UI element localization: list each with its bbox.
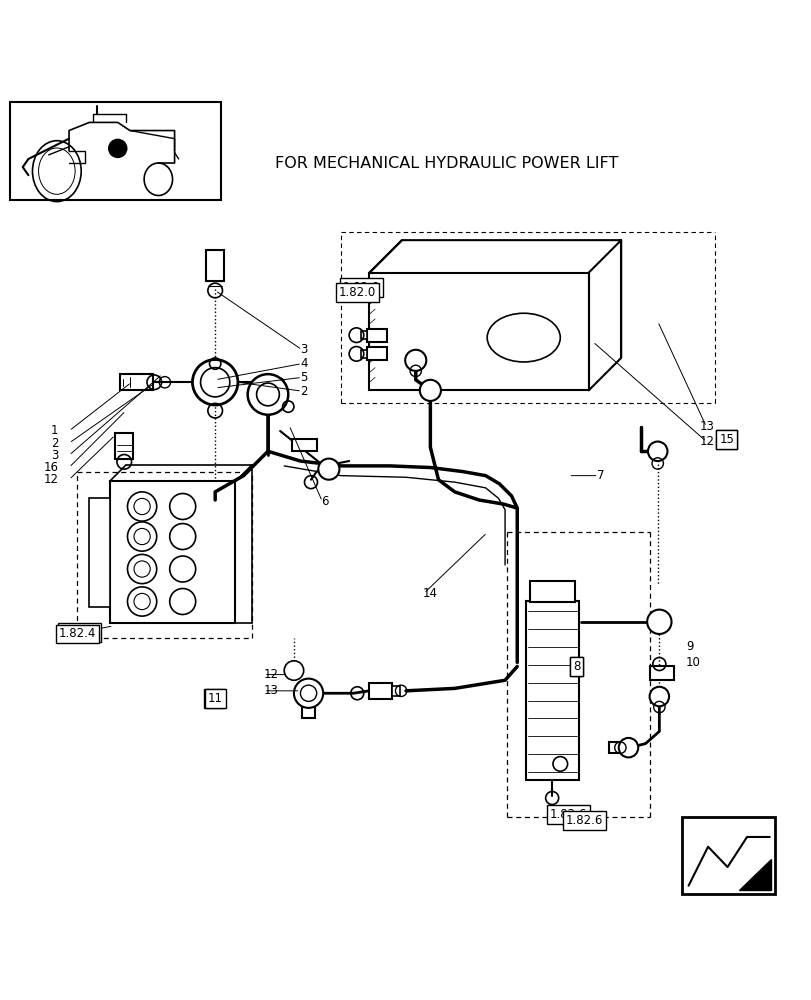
Text: 10: 10 (685, 656, 700, 669)
Bar (681, 817, 775, 894)
Bar (89, 498, 109, 607)
Text: 11: 11 (207, 692, 221, 705)
Text: 13: 13 (699, 420, 714, 433)
Circle shape (405, 350, 426, 371)
Bar (608, 742, 629, 753)
Bar (109, 481, 235, 623)
Bar (360, 350, 367, 358)
Text: 12: 12 (264, 668, 278, 681)
Text: 14: 14 (422, 587, 436, 600)
Text: 1.82.0: 1.82.0 (342, 281, 380, 294)
Bar (10, 102, 221, 200)
Text: 7: 7 (596, 469, 603, 482)
Text: 2: 2 (51, 437, 58, 450)
Text: 3: 3 (300, 343, 307, 356)
Bar (649, 666, 673, 680)
Text: 4: 4 (300, 357, 307, 370)
Circle shape (192, 360, 238, 405)
Text: 1.82.0: 1.82.0 (338, 286, 375, 299)
Bar (120, 374, 152, 390)
Bar (115, 433, 133, 459)
Text: 15: 15 (719, 433, 733, 446)
Circle shape (294, 679, 323, 708)
Circle shape (318, 459, 339, 480)
Text: 2: 2 (300, 385, 307, 398)
Circle shape (419, 380, 440, 401)
Circle shape (646, 610, 671, 634)
Text: 16: 16 (44, 461, 58, 474)
Bar (369, 273, 588, 390)
Bar (367, 347, 387, 360)
Bar (360, 331, 367, 339)
Circle shape (247, 374, 288, 415)
Text: 8: 8 (572, 660, 580, 673)
Circle shape (618, 738, 637, 757)
Polygon shape (738, 859, 770, 890)
Text: 1.82.6: 1.82.6 (549, 808, 586, 821)
Bar (369, 683, 392, 699)
Bar (530, 581, 574, 601)
Text: 1.82.6: 1.82.6 (565, 814, 603, 827)
Text: 15: 15 (719, 433, 733, 446)
Text: 11: 11 (208, 692, 222, 705)
Bar (206, 250, 224, 281)
Circle shape (200, 368, 230, 397)
Text: FOR MECHANICAL HYDRAULIC POWER LIFT: FOR MECHANICAL HYDRAULIC POWER LIFT (275, 156, 617, 171)
Circle shape (649, 687, 668, 706)
Circle shape (647, 442, 667, 461)
Text: 5: 5 (300, 371, 307, 384)
Text: 6: 6 (320, 495, 328, 508)
Text: 12: 12 (699, 435, 714, 448)
Text: 3: 3 (51, 449, 58, 462)
Text: 13: 13 (264, 684, 278, 697)
Bar (302, 697, 315, 718)
Text: 1.82.4: 1.82.4 (58, 627, 96, 640)
Bar (392, 686, 400, 696)
Text: 8: 8 (572, 660, 580, 673)
Text: 9: 9 (685, 640, 693, 653)
Circle shape (108, 139, 127, 158)
Bar (292, 439, 316, 451)
Text: 12: 12 (44, 473, 58, 486)
Text: 1.82.4: 1.82.4 (61, 626, 98, 639)
Bar (367, 329, 387, 342)
Text: 1: 1 (51, 424, 58, 437)
Bar (526, 601, 578, 780)
